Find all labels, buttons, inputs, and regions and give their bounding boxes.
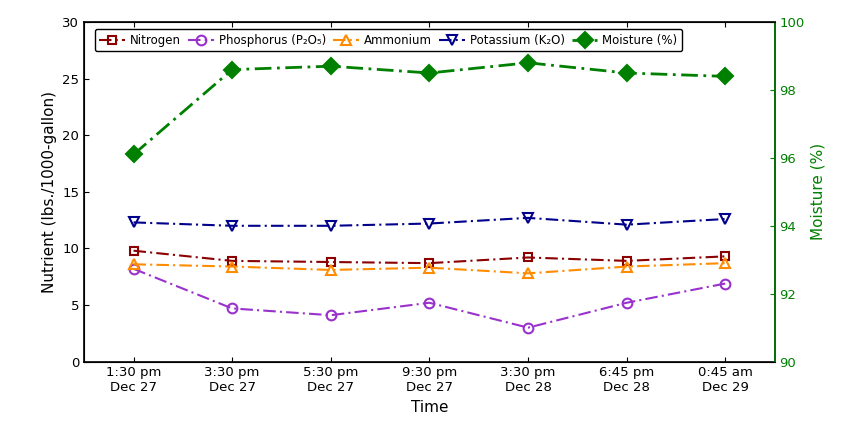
Legend: Nitrogen, Phosphorus (P₂O₅), Ammonium, Potassium (K₂O), Moisture (%): Nitrogen, Phosphorus (P₂O₅), Ammonium, P… <box>94 29 682 52</box>
Y-axis label: Moisture (%): Moisture (%) <box>810 143 825 240</box>
Y-axis label: Nutrient (lbs./1000-gallon): Nutrient (lbs./1000-gallon) <box>42 91 56 293</box>
X-axis label: Time: Time <box>411 400 448 415</box>
